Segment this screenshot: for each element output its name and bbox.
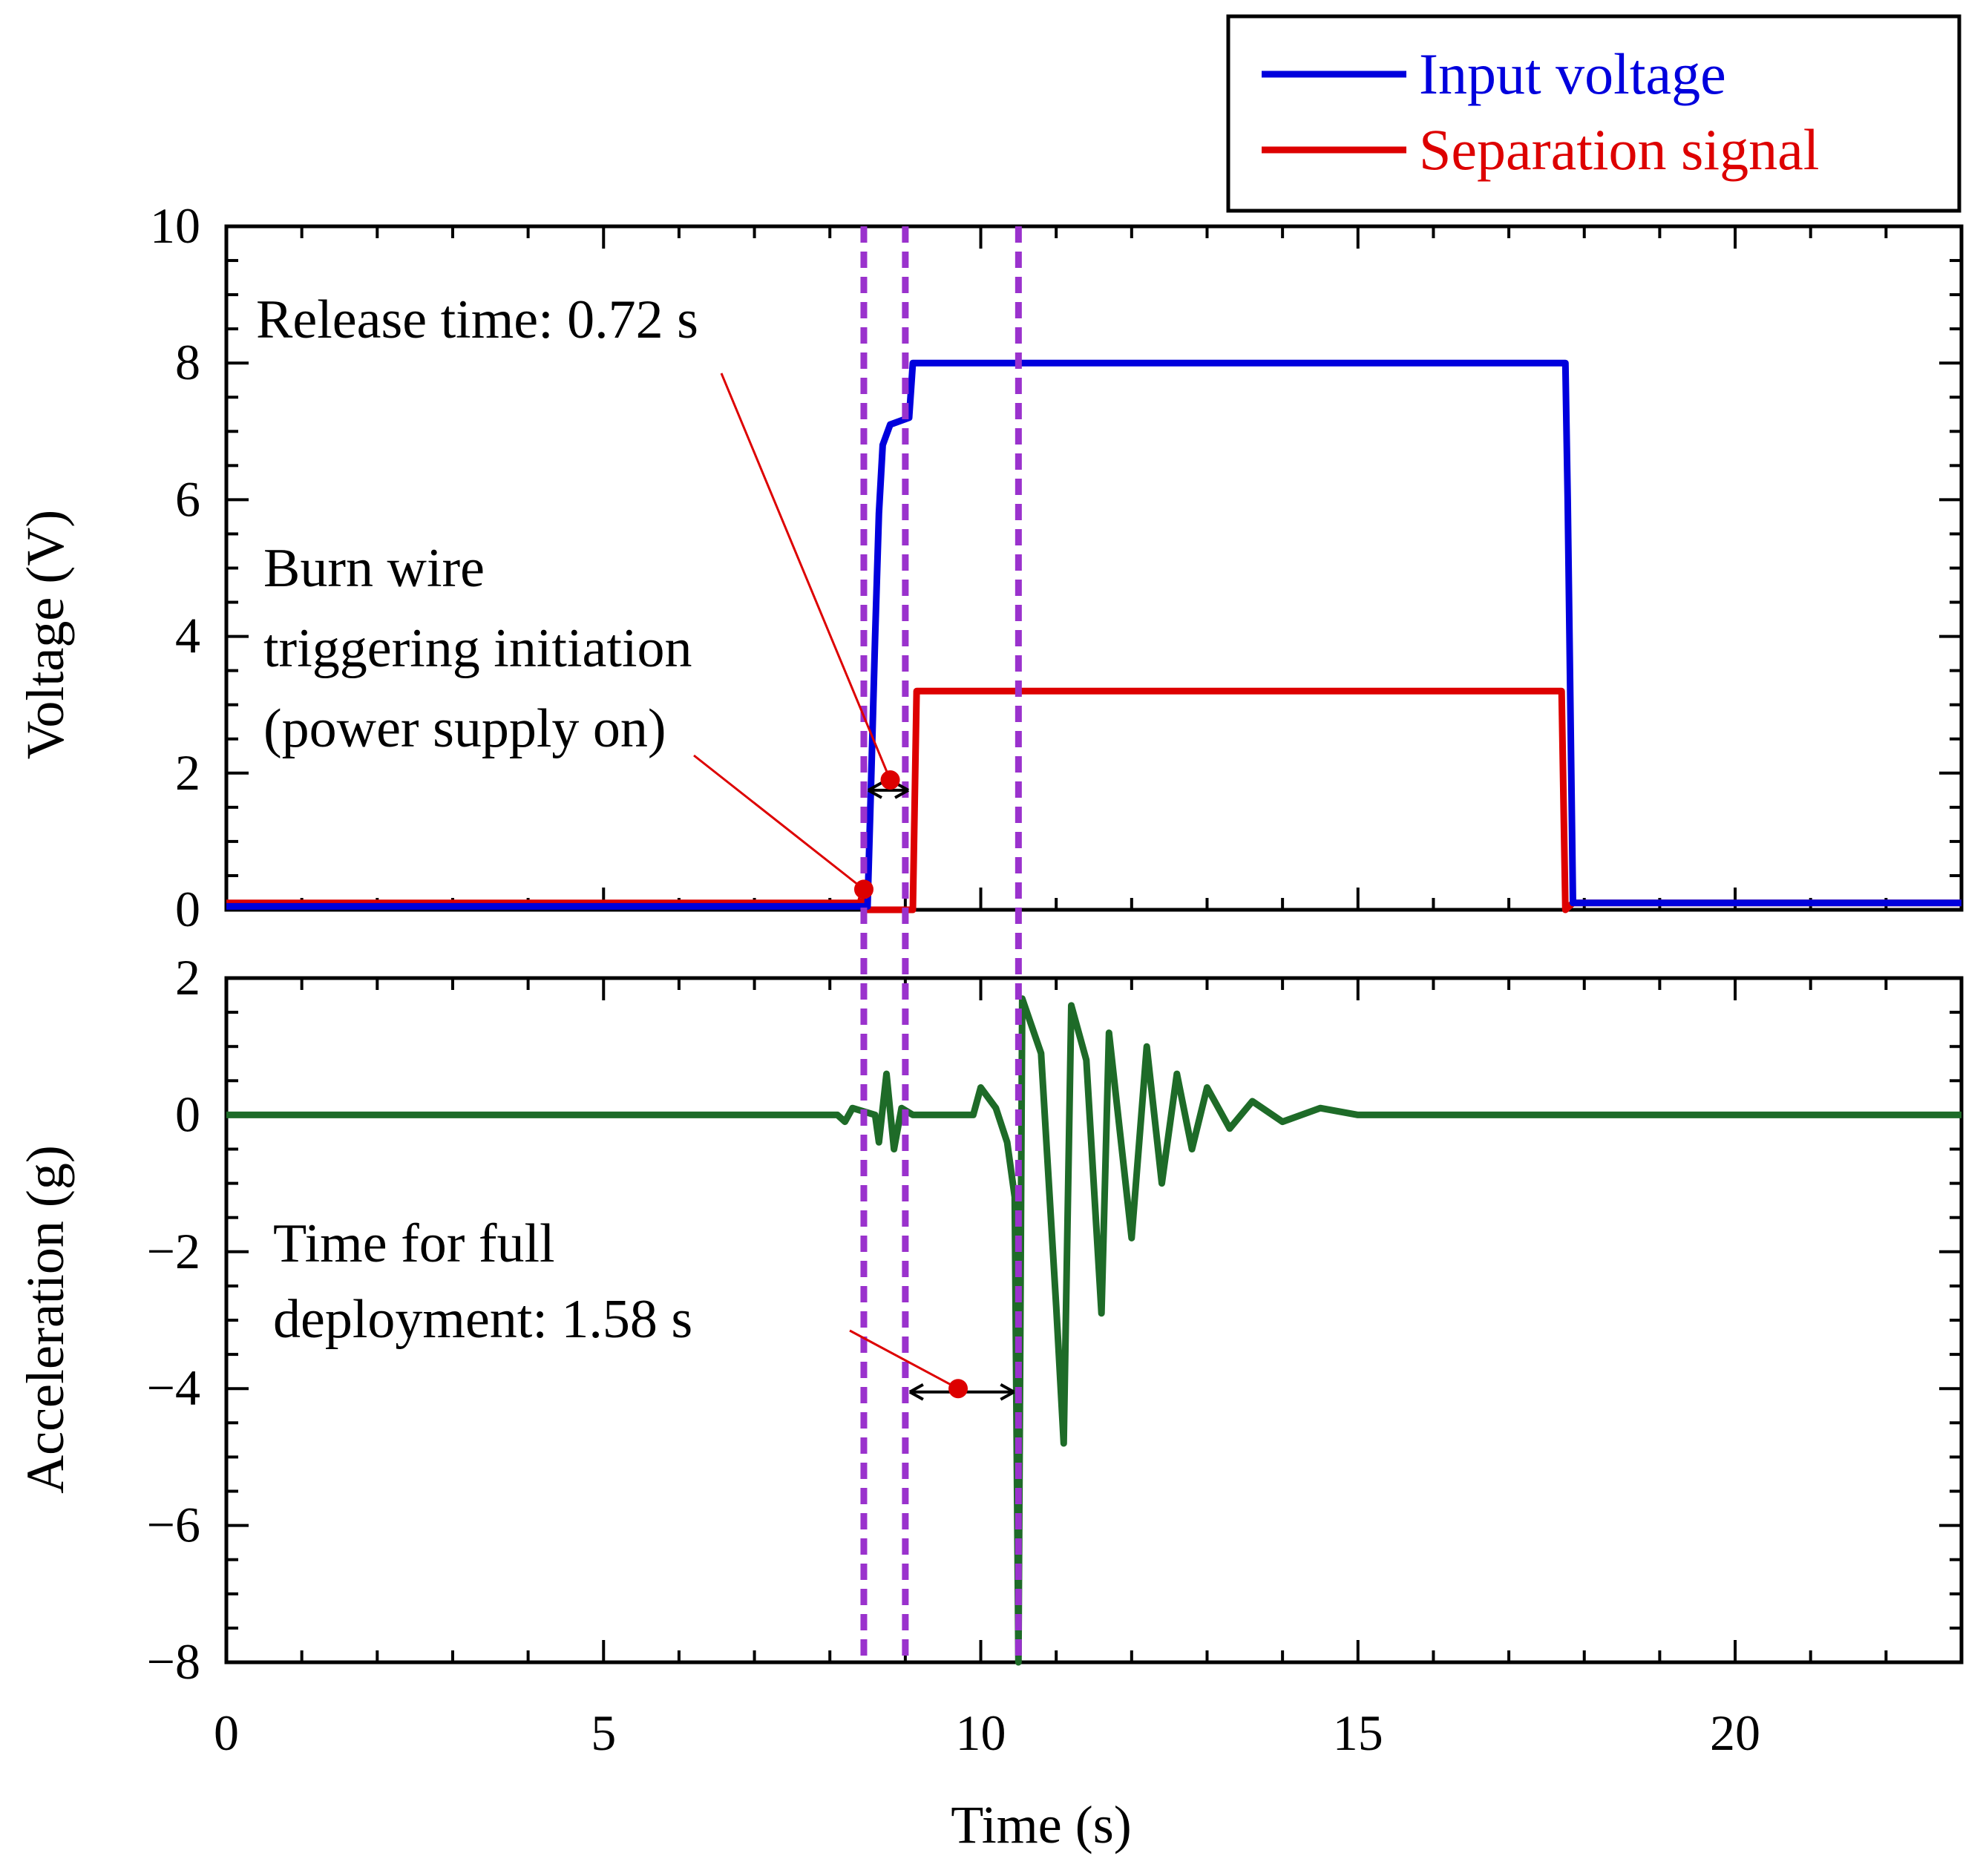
deployment-time-leader — [849, 1329, 959, 1390]
acceleration-line — [226, 995, 1961, 1666]
annotations: Release time: 0.72 s Burn wire triggering … — [256, 289, 1015, 1401]
voltage-y-tick-label: 10 — [150, 197, 200, 254]
acceleration-y-tick-label: 2 — [175, 949, 200, 1006]
acceleration-y-tick-label: −2 — [147, 1223, 200, 1279]
legend-entry: Separation signal — [1419, 117, 1819, 182]
x-axis-title: Time (s) — [951, 1795, 1131, 1854]
x-tick-label: 10 — [956, 1705, 1006, 1761]
burn-wire-marker — [853, 879, 873, 899]
voltage-y-tick-label: 0 — [175, 881, 200, 937]
voltage-y-tick-label: 8 — [175, 334, 200, 390]
acceleration-y-tick-label: −8 — [147, 1633, 200, 1690]
legend-entry: Input voltage — [1419, 42, 1726, 106]
release-time-label: Release time: 0.72 s — [256, 289, 698, 350]
deployment-time-label: Time for full — [273, 1213, 555, 1274]
release-time-marker — [880, 770, 900, 790]
input-voltage-line — [226, 359, 1961, 910]
voltage-y-tick-label: 2 — [175, 744, 200, 801]
x-tick-label: 20 — [1710, 1705, 1760, 1761]
y-axis-title-acceleration: Acceleration (g) — [16, 1145, 75, 1494]
burn-wire-leader — [693, 754, 865, 891]
x-tick-label: 0 — [214, 1705, 239, 1761]
burn-wire-label: triggering initiation — [263, 618, 692, 679]
legend: Input voltage Separation signal — [1226, 14, 1961, 213]
acceleration-y-tick-label: −4 — [147, 1360, 200, 1416]
deployment-time-marker — [948, 1379, 968, 1399]
acceleration-y-tick-label: 0 — [175, 1086, 200, 1142]
release-time-arrow-head — [867, 781, 882, 799]
vertical-guide-lines — [860, 226, 1022, 1662]
release-time-leader — [720, 373, 891, 781]
y-axis-title-voltage: Voltage (V) — [16, 510, 75, 760]
acceleration-y-tick-label: −6 — [147, 1497, 200, 1553]
deployment-time-arrow-head — [908, 1383, 924, 1401]
deployment-time-label: deployment: 1.58 s — [273, 1289, 692, 1350]
deployment-time-arrow-head — [1000, 1383, 1015, 1401]
burn-wire-label: (power supply on) — [263, 698, 666, 759]
voltage-y-tick-label: 4 — [175, 608, 200, 664]
legend-box — [1226, 14, 1961, 213]
x-tick-label: 5 — [591, 1705, 616, 1761]
voltage-y-tick-label: 6 — [175, 470, 200, 527]
burn-wire-label: Burn wire — [263, 538, 485, 599]
x-tick-label: 15 — [1333, 1705, 1383, 1761]
